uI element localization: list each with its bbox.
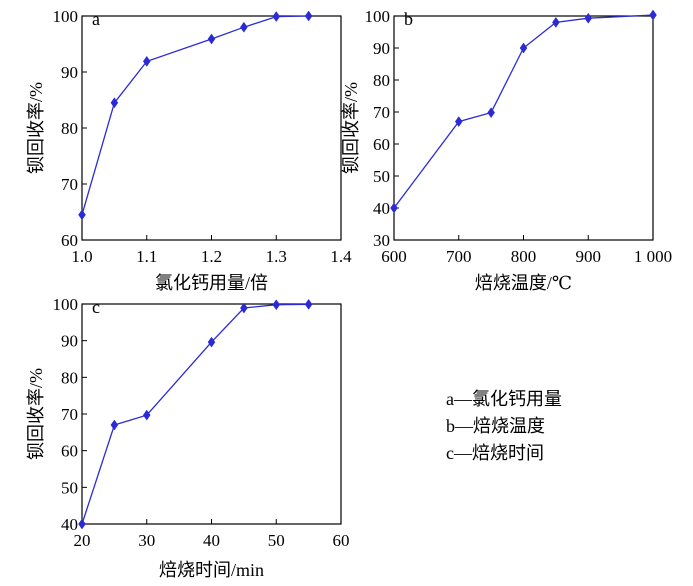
x-axis-label: 氯化钙用量/倍 [155, 273, 268, 293]
y-axis-label: 钡回收率/% [341, 82, 361, 174]
x-tick-label: 60 [333, 531, 350, 550]
legend: a—氯化钙用量 b—焙烧温度 c—焙烧时间 [446, 389, 562, 463]
data-point-marker [110, 419, 119, 431]
x-tick-label: 900 [576, 247, 602, 266]
x-tick-label: 1.4 [330, 247, 352, 266]
data-point-marker [78, 209, 86, 221]
y-tick-label: 80 [61, 368, 78, 387]
data-point-marker [552, 16, 560, 28]
x-tick-label: 1.1 [136, 247, 157, 266]
panel-b-chart: 600 700 800 900 1 000 30 40 50 60 70 80 90 100 焙烧温度/℃… [341, 7, 672, 293]
x-tick-label: 20 [74, 531, 91, 550]
y-tick-label: 60 [373, 135, 390, 154]
y-tick-label: 60 [61, 442, 78, 461]
panel-letter: a [92, 9, 100, 29]
y-tick-label: 80 [373, 71, 390, 90]
data-point-marker [304, 298, 313, 310]
x-tick-label: 600 [381, 247, 407, 266]
panel-c-chart: 20 30 40 50 60 40 50 60 70 80 90 100 焙烧时间/min 钡回收率/% c [26, 295, 350, 580]
data-point-marker [78, 518, 86, 530]
data-point-marker [207, 33, 216, 45]
legend-item-a: a—氯化钙用量 [446, 389, 562, 409]
data-point-marker [519, 42, 528, 54]
series-line [81, 15, 309, 215]
y-tick-label: 100 [365, 7, 391, 26]
data-point-marker [454, 116, 463, 128]
y-tick-label: 100 [53, 295, 79, 314]
x-axis-label: 焙烧温度/℃ [475, 273, 572, 293]
x-tick-label: 800 [511, 247, 537, 266]
y-tick-label: 100 [53, 7, 79, 26]
series-line [81, 303, 309, 525]
y-tick-label: 40 [61, 515, 78, 534]
y-tick-label: 90 [61, 63, 78, 82]
y-tick-label: 30 [373, 231, 390, 250]
y-tick-label: 60 [61, 231, 78, 250]
x-tick-label: 40 [203, 531, 220, 550]
y-tick-label: 40 [373, 199, 390, 218]
y-tick-label: 80 [61, 119, 78, 138]
y-tick-label: 50 [373, 167, 390, 186]
data-point-marker [272, 11, 281, 22]
x-axis-label: 焙烧时间/min [159, 560, 264, 580]
x-tick-label: 1 000 [634, 247, 672, 266]
y-tick-label: 90 [373, 39, 390, 58]
y-tick-label: 70 [61, 175, 78, 194]
y-tick-label: 90 [61, 332, 78, 351]
data-point-marker [304, 10, 313, 22]
x-tick-label: 700 [446, 247, 472, 266]
y-tick-label: 70 [373, 103, 390, 122]
y-axis-label: 钡回收率/% [26, 368, 46, 460]
data-point-marker [142, 55, 151, 67]
data-point-marker [240, 21, 248, 33]
panel-letter: c [92, 297, 100, 317]
y-tick-label: 70 [61, 405, 78, 424]
panel-a-chart: 1.0 1.1 1.2 1.3 1.4 60 70 80 90 100 氯化钙用量/倍 钡回收率/% a [26, 7, 352, 293]
panel-letter: b [404, 9, 413, 29]
data-point-marker [240, 302, 248, 314]
x-tick-label: 50 [268, 531, 285, 550]
data-point-marker [649, 9, 657, 21]
plot-frame [81, 15, 342, 241]
data-point-marker [142, 409, 151, 421]
data-point-marker [110, 97, 119, 109]
x-tick-label: 1.2 [201, 247, 222, 266]
x-tick-label: 30 [138, 531, 155, 550]
legend-item-c: c—焙烧时间 [446, 443, 544, 463]
y-tick-label: 50 [61, 478, 78, 497]
x-tick-label: 1.0 [71, 247, 92, 266]
data-point-marker [207, 336, 216, 348]
legend-item-b: b—焙烧温度 [446, 416, 545, 436]
data-point-marker [272, 299, 281, 311]
y-axis-label: 钡回收率/% [26, 82, 46, 174]
x-tick-label: 1.3 [266, 247, 287, 266]
data-point-marker [584, 12, 593, 24]
data-point-marker [487, 107, 495, 119]
data-point-marker [390, 202, 398, 214]
